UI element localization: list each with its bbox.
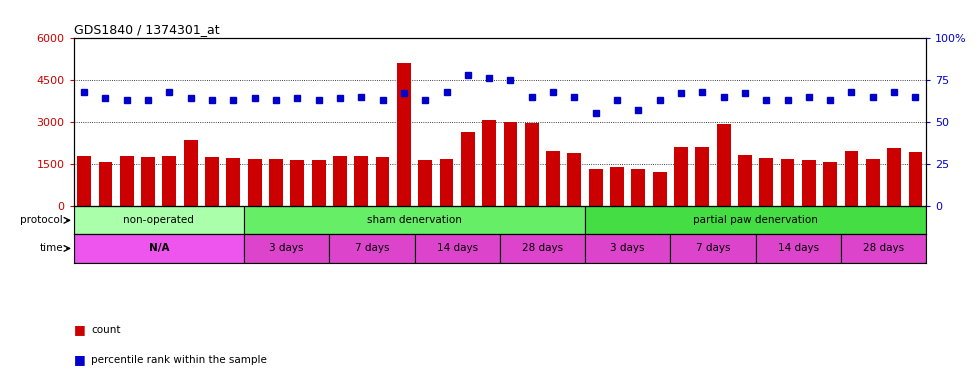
Bar	[845, 151, 858, 206]
Bar	[205, 157, 219, 206]
Bar	[74, 206, 244, 234]
Bar	[781, 159, 795, 206]
Bar	[696, 147, 710, 206]
Bar	[611, 167, 624, 206]
Bar	[670, 234, 756, 262]
Text: ■: ■	[74, 354, 85, 366]
Bar	[653, 172, 666, 206]
Text: sham denervation: sham denervation	[368, 215, 462, 225]
Bar	[141, 157, 155, 206]
Bar	[525, 123, 539, 206]
Bar	[760, 158, 773, 206]
Bar	[184, 140, 198, 206]
Bar	[248, 159, 262, 206]
Bar	[375, 158, 389, 206]
Bar	[290, 160, 304, 206]
Bar	[567, 153, 581, 206]
Bar	[482, 120, 496, 206]
Text: GDS1840 / 1374301_at: GDS1840 / 1374301_at	[74, 23, 220, 36]
Bar	[312, 160, 325, 206]
Bar	[397, 63, 411, 206]
Text: percentile rank within the sample: percentile rank within the sample	[91, 355, 267, 365]
Bar	[631, 169, 645, 206]
Bar	[418, 160, 432, 206]
Bar	[866, 159, 880, 206]
Text: non-operated: non-operated	[123, 215, 194, 225]
Bar	[823, 162, 837, 206]
Bar	[589, 169, 603, 206]
Text: protocol: protocol	[21, 215, 63, 225]
Text: 3 days: 3 days	[611, 243, 645, 254]
Bar	[756, 234, 841, 262]
Bar	[163, 156, 176, 206]
Text: 28 days: 28 days	[863, 243, 904, 254]
Text: N/A: N/A	[149, 243, 169, 254]
Text: time: time	[39, 243, 63, 254]
Bar	[841, 234, 926, 262]
Text: 14 days: 14 days	[437, 243, 477, 254]
Bar	[440, 159, 454, 206]
Bar	[244, 234, 329, 262]
Text: count: count	[91, 325, 121, 335]
Bar	[226, 159, 240, 206]
Text: 3 days: 3 days	[270, 243, 304, 254]
Bar	[244, 206, 585, 234]
Bar	[738, 155, 752, 206]
Bar	[355, 156, 368, 206]
Bar	[504, 122, 517, 206]
Bar	[74, 234, 244, 262]
Bar	[887, 148, 901, 206]
Bar	[546, 151, 560, 206]
Bar	[329, 234, 415, 262]
Bar	[585, 206, 926, 234]
Bar	[585, 234, 670, 262]
Text: 14 days: 14 days	[778, 243, 818, 254]
Text: 7 days: 7 days	[355, 243, 389, 254]
Bar	[77, 156, 91, 206]
Bar	[500, 234, 585, 262]
Bar	[461, 132, 474, 206]
Text: 7 days: 7 days	[696, 243, 730, 254]
Bar	[674, 147, 688, 206]
Bar	[415, 234, 500, 262]
Bar	[270, 159, 283, 206]
Bar	[333, 156, 347, 206]
Bar	[716, 124, 730, 206]
Text: ■: ■	[74, 324, 85, 336]
Bar	[908, 152, 922, 206]
Bar	[120, 156, 133, 206]
Bar	[99, 162, 113, 206]
Text: partial paw denervation: partial paw denervation	[693, 215, 818, 225]
Bar	[802, 160, 815, 206]
Text: 28 days: 28 days	[522, 243, 563, 254]
